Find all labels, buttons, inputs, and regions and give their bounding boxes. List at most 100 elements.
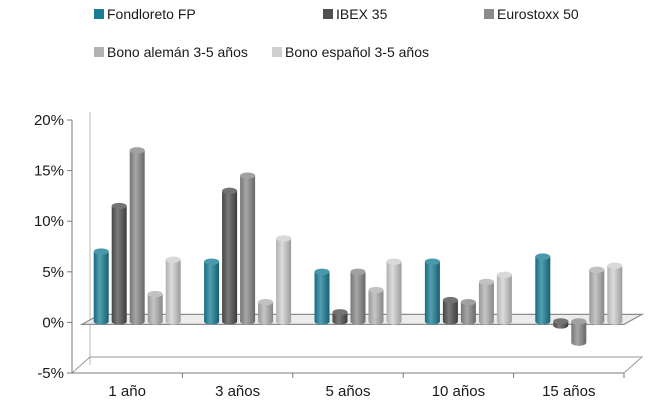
legend-swatch (94, 47, 104, 57)
bar-body (129, 150, 145, 325)
bar-body (589, 269, 605, 325)
legend-label: Bono alemán 3-5 años (107, 44, 248, 60)
bar-body (222, 190, 238, 325)
bar-cap (386, 258, 402, 265)
bar (111, 202, 127, 325)
legend-swatch (94, 9, 104, 19)
bar (424, 258, 440, 325)
bar-body (460, 302, 476, 325)
bar-cap (258, 298, 274, 306)
chart-plot-area (70, 112, 645, 374)
bar-cap (332, 309, 348, 316)
bar-cap (240, 172, 256, 179)
bar-cap (93, 248, 109, 255)
bar-cap (535, 253, 551, 260)
bar (496, 271, 512, 325)
bar (222, 187, 238, 325)
y-tick-label: 20% (34, 112, 64, 129)
bar-cap (314, 268, 330, 275)
bar-body (607, 265, 623, 325)
bar-cap (424, 258, 440, 265)
bar (332, 309, 348, 325)
legend-item: Fondloreto FP (94, 6, 196, 22)
bar-body (442, 300, 458, 325)
bar-cap (276, 235, 292, 242)
bar (350, 268, 366, 325)
legend-item: Eurostoxx 50 (484, 6, 579, 22)
bar-cap (478, 278, 494, 286)
x-tick-label: 10 años (432, 383, 485, 400)
bar-body (276, 238, 292, 325)
bar (607, 262, 623, 325)
bar-cap (111, 202, 127, 210)
bar-body (350, 271, 366, 325)
bar-cap (368, 286, 384, 294)
bar-body (332, 312, 348, 325)
legend-swatch (323, 9, 333, 19)
y-tick-label: 15% (34, 163, 64, 180)
legend-swatch (484, 9, 494, 19)
bar-body (204, 261, 220, 325)
bar-cap (350, 268, 366, 275)
bar-body (258, 302, 274, 325)
bar-body (386, 261, 402, 325)
x-tick-label: 15 años (542, 383, 595, 400)
bar-cap (129, 147, 145, 154)
legend: Fondloreto FP IBEX 35 Eurostoxx 50 Bono ale… (94, 6, 579, 60)
x-tick-label: 1 año (108, 383, 146, 400)
bar (147, 290, 163, 325)
bar-body (368, 290, 384, 325)
bar (442, 296, 458, 325)
bar-cap (165, 256, 181, 263)
bar (276, 235, 292, 325)
bar (93, 248, 109, 325)
y-tick-label: -5% (37, 365, 64, 382)
bar-body (535, 256, 551, 325)
bar-body (314, 271, 330, 325)
bar (314, 268, 330, 325)
legend-label: Eurostoxx 50 (497, 6, 579, 22)
x-tick-label: 3 años (215, 383, 260, 400)
legend-item: IBEX 35 (323, 6, 388, 22)
bar (386, 258, 402, 325)
bar (460, 298, 476, 325)
bar-body (571, 321, 587, 346)
bar-cap (222, 187, 238, 195)
bar-body (478, 281, 494, 325)
bar (204, 258, 220, 325)
bar (165, 256, 181, 325)
bar-cap (496, 271, 512, 279)
bar-cap (147, 290, 163, 298)
bar (589, 266, 605, 325)
y-axis: -5% 0% 5% 10% 15% 20% (34, 112, 73, 382)
bar-body (93, 251, 109, 325)
bar (240, 172, 256, 325)
bar-cap (571, 318, 587, 325)
bar-cap (460, 298, 476, 306)
bar-body (240, 175, 256, 325)
chart-floor (70, 356, 644, 374)
x-tick-label: 5 años (325, 383, 370, 400)
bar-cap (442, 296, 458, 304)
bar-body (147, 294, 163, 325)
bar-cap (553, 318, 569, 325)
bar-cap (589, 266, 605, 273)
bar-body (111, 206, 127, 325)
bar-cap (204, 258, 220, 265)
bar (478, 278, 494, 325)
bar-cap (607, 262, 623, 269)
bars-group (93, 147, 623, 346)
bar (129, 147, 145, 325)
y-tick-label: 5% (42, 264, 64, 281)
legend-item: Bono alemán 3-5 años (94, 44, 248, 60)
y-tick-label: 0% (42, 314, 64, 331)
legend-label: Bono español 3-5 años (285, 44, 429, 60)
legend-swatch (272, 47, 282, 57)
bar (571, 318, 587, 346)
bar (535, 253, 551, 325)
x-axis: 1 año 3 años 5 años 10 años 15 años (72, 372, 625, 400)
bar (368, 286, 384, 325)
bar-body (496, 274, 512, 325)
bar (553, 318, 569, 329)
